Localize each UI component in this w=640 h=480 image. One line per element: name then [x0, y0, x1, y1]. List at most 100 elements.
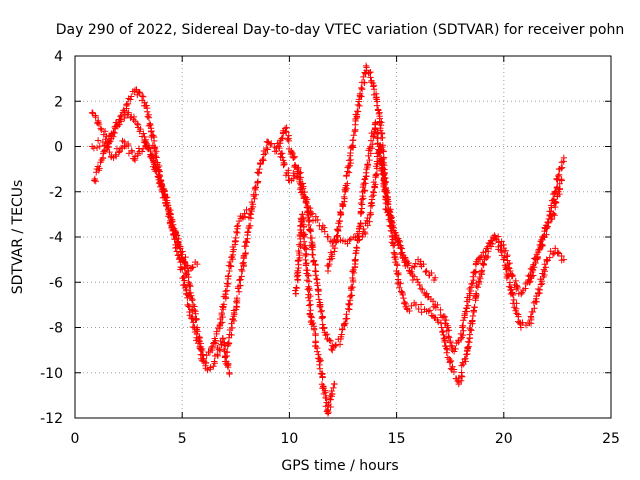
- marker-trace-f: [366, 156, 373, 164]
- marker-trace-d: [430, 276, 438, 284]
- marker-trace-a: [147, 121, 154, 129]
- marker-trace-f: [349, 284, 356, 291]
- marker-trace-c: [155, 174, 163, 181]
- marker-trace-e: [478, 267, 486, 274]
- marker-trace-h: [295, 241, 303, 248]
- marker-trace-h: [303, 251, 310, 258]
- marker-trace-e: [331, 244, 339, 252]
- x-tick-label: 10: [280, 431, 298, 447]
- marker-trace-f: [538, 278, 546, 285]
- y-tick-label: -4: [49, 230, 63, 246]
- marker-trace-f: [477, 254, 484, 261]
- marker-trace-a: [232, 234, 240, 242]
- marker-trace-d: [257, 161, 264, 168]
- marker-trace-e: [354, 108, 361, 115]
- marker-trace-g: [526, 279, 533, 286]
- marker-trace-d: [370, 189, 378, 196]
- marker-trace-a: [145, 114, 153, 122]
- marker-trace-a: [143, 104, 151, 112]
- grid-lines: [75, 56, 611, 418]
- marker-trace-f: [299, 185, 307, 192]
- y-tick-label: 4: [54, 49, 63, 65]
- marker-trace-e: [418, 309, 425, 316]
- marker-trace-h: [316, 365, 324, 372]
- marker-trace-d: [368, 193, 376, 201]
- marker-trace-e: [388, 232, 396, 240]
- marker-trace-e: [335, 227, 342, 235]
- marker-trace-f: [419, 286, 426, 293]
- marker-trace-c: [116, 148, 123, 155]
- marker-trace-f: [312, 261, 319, 269]
- marker-trace-h: [300, 232, 307, 239]
- marker-trace-h: [302, 260, 310, 268]
- marker-trace-e: [462, 358, 469, 365]
- marker-trace-f: [276, 144, 283, 152]
- marker-trace-f: [354, 237, 362, 244]
- marker-trace-e: [463, 351, 470, 358]
- marker-trace-e: [447, 357, 455, 365]
- marker-trace-d: [237, 276, 244, 283]
- marker-trace-a: [95, 120, 103, 128]
- marker-trace-e: [331, 248, 338, 255]
- marker-trace-d: [223, 348, 231, 356]
- marker-trace-f: [280, 159, 287, 166]
- x-axis-label: GPS time / hours: [281, 458, 398, 474]
- marker-trace-f: [434, 301, 441, 309]
- marker-trace-e: [389, 242, 397, 249]
- marker-trace-f: [357, 219, 364, 227]
- marker-trace-g: [536, 246, 543, 254]
- x-tick-label: 15: [388, 431, 406, 447]
- marker-trace-c: [166, 209, 173, 217]
- marker-trace-e: [398, 288, 405, 296]
- marker-trace-b: [226, 370, 233, 378]
- marker-trace-f: [449, 344, 456, 352]
- marker-trace-e: [339, 201, 347, 209]
- marker-trace-f: [307, 228, 315, 235]
- marker-trace-d: [373, 170, 381, 178]
- marker-trace-a: [208, 343, 216, 350]
- marker-trace-a: [123, 101, 130, 108]
- marker-trace-e: [346, 152, 354, 159]
- marker-trace-b: [107, 137, 114, 145]
- marker-trace-d: [412, 260, 419, 267]
- marker-trace-e: [347, 156, 354, 164]
- marker-trace-f: [416, 281, 423, 289]
- marker-trace-e: [370, 83, 377, 90]
- marker-trace-b: [91, 175, 99, 183]
- marker-trace-f: [460, 317, 467, 324]
- marker-trace-e: [449, 363, 456, 370]
- marker-trace-f: [393, 231, 400, 239]
- marker-trace-d: [251, 195, 258, 202]
- marker-trace-f: [361, 187, 369, 194]
- marker-trace-e: [334, 232, 341, 239]
- marker-trace-f: [378, 155, 385, 162]
- marker-trace-g: [554, 183, 561, 191]
- marker-trace-b: [193, 316, 200, 323]
- marker-trace-f: [379, 170, 387, 177]
- marker-trace-e: [514, 284, 521, 292]
- marker-trace-f: [367, 150, 374, 157]
- marker-trace-h: [316, 355, 324, 363]
- marker-trace-b: [187, 283, 194, 290]
- marker-trace-d: [283, 128, 290, 136]
- marker-trace-b: [207, 364, 214, 371]
- marker-trace-b: [124, 111, 131, 118]
- marker-trace-f: [459, 322, 467, 330]
- marker-trace-h: [293, 270, 301, 278]
- marker-trace-c: [172, 230, 180, 238]
- marker-trace-f: [338, 331, 345, 338]
- marker-trace-d: [228, 331, 235, 339]
- marker-trace-f: [502, 266, 510, 273]
- marker-trace-c: [162, 194, 170, 202]
- marker-trace-e: [484, 253, 491, 261]
- marker-trace-f: [410, 273, 418, 280]
- marker-trace-d: [368, 200, 375, 207]
- marker-trace-f: [466, 292, 474, 299]
- marker-trace-f: [354, 236, 361, 244]
- marker-trace-b: [137, 125, 144, 133]
- marker-trace-h: [303, 259, 310, 267]
- marker-trace-d: [233, 298, 240, 305]
- marker-trace-f: [372, 125, 379, 133]
- marker-trace-f: [402, 255, 409, 263]
- marker-trace-a: [234, 222, 242, 229]
